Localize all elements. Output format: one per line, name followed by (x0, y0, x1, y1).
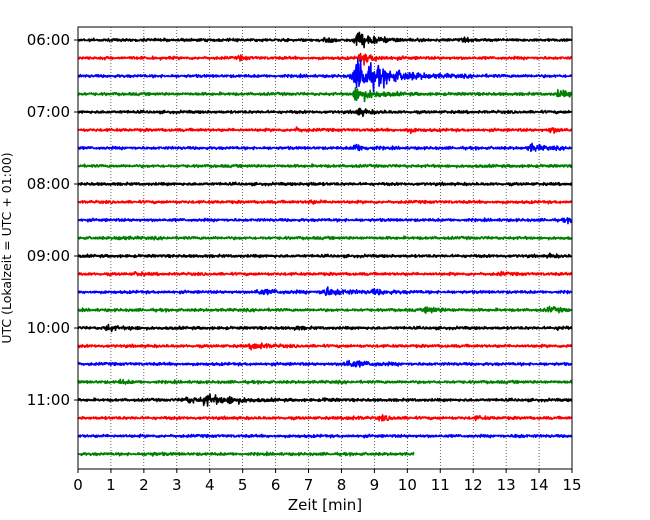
x-tick-label: 0 (73, 476, 83, 494)
x-tick-label: 8 (337, 476, 347, 494)
trace-0930 (77, 286, 573, 297)
trace-0715 (77, 126, 573, 135)
trace-0830 (77, 217, 573, 225)
trace-0945 (77, 305, 572, 314)
x-tick-label: 2 (139, 476, 149, 494)
trace-1000 (77, 323, 573, 333)
trace-0730 (77, 142, 573, 153)
trace-1100 (77, 393, 573, 407)
trace-1115 (77, 414, 573, 422)
traces (77, 31, 573, 457)
x-tick-label: 3 (172, 476, 182, 494)
x-axis: 0 1 2 3 4 5 6 7 8 9 10 11 12 13 14 15 (73, 469, 582, 494)
trace-1130 (77, 433, 573, 439)
trace-0645 (77, 87, 573, 103)
trace-1045 (77, 378, 573, 385)
y-tick-label: 09:00 (27, 247, 70, 265)
trace-0745 (77, 163, 573, 169)
trace-0630 (77, 58, 572, 93)
x-tick-label: 6 (271, 476, 281, 494)
trace-1015 (77, 342, 573, 351)
x-tick-label: 13 (497, 476, 516, 494)
trace-1145 (77, 451, 415, 457)
trace-1030 (77, 359, 573, 368)
y-tick-label: 07:00 (27, 103, 70, 121)
x-tick-label: 12 (464, 476, 483, 494)
x-tick-label: 4 (205, 476, 215, 494)
x-tick-label: 9 (370, 476, 380, 494)
x-tick-label: 14 (530, 476, 549, 494)
trace-0845 (77, 235, 573, 241)
x-tick-label: 7 (304, 476, 314, 494)
y-axis-label: UTC (Lokalzeit = UTC + 01:00) (0, 152, 14, 343)
y-tick-label: 10:00 (27, 319, 70, 337)
x-tick-label: 15 (562, 476, 581, 494)
y-tick-label: 08:00 (27, 175, 70, 193)
x-axis-label: Zeit [min] (288, 496, 362, 514)
y-tick-label: 06:00 (27, 31, 70, 49)
trace-0600 (77, 31, 572, 49)
trace-0800 (77, 181, 573, 187)
y-axis: 06:00 07:00 08:00 09:00 10:00 11:00 (27, 31, 78, 409)
x-tick-label: 11 (431, 476, 450, 494)
y-tick-label: 11:00 (27, 391, 70, 409)
x-tick-label: 10 (398, 476, 417, 494)
x-tick-label: 5 (238, 476, 248, 494)
trace-0815 (77, 199, 573, 205)
plot-frame (77, 26, 573, 470)
trace-0900 (77, 252, 572, 259)
x-tick-label: 1 (106, 476, 116, 494)
trace-0700 (77, 107, 573, 118)
trace-0615 (77, 52, 573, 66)
trace-0915 (77, 270, 573, 277)
